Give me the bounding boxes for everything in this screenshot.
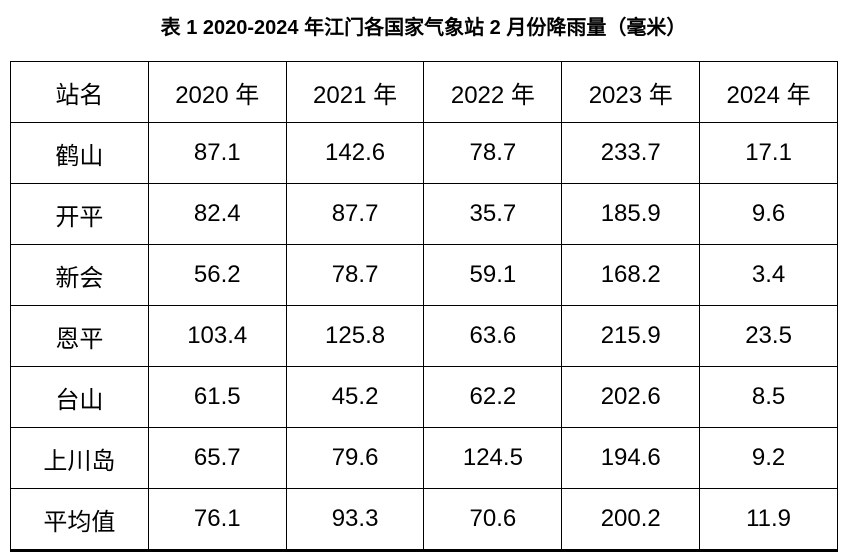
col-header-2022: 2022 年: [423, 61, 563, 123]
table-row-xinhui: 新会 56.2 78.7 59.1 168.2 3.4: [10, 244, 838, 306]
value-cell: 168.2: [561, 244, 701, 306]
table-row-shangchuandao: 上川岛 65.7 79.6 124.5 194.6 9.2: [10, 427, 838, 489]
value-cell: 45.2: [285, 366, 425, 428]
value-cell: 78.7: [423, 122, 563, 184]
value-cell: 70.6: [423, 488, 563, 552]
table-row-average: 平均值 76.1 93.3 70.6 200.2 11.9: [10, 488, 838, 552]
value-cell: 142.6: [285, 122, 425, 184]
value-cell: 35.7: [423, 183, 563, 245]
value-cell: 103.4: [147, 305, 287, 367]
value-cell: 215.9: [561, 305, 701, 367]
table-row-enping: 恩平 103.4 125.8 63.6 215.9 23.5: [10, 305, 838, 367]
col-header-2024: 2024 年: [699, 61, 838, 123]
value-cell: 194.6: [561, 427, 701, 489]
table-row-heshan: 鹤山 87.1 142.6 78.7 233.7 17.1: [10, 122, 838, 184]
station-name-cell: 平均值: [10, 488, 149, 552]
value-cell: 200.2: [561, 488, 701, 552]
col-header-station: 站名: [10, 61, 149, 123]
table-title: 表 1 2020-2024 年江门各国家气象站 2 月份降雨量（毫米）: [160, 17, 687, 39]
value-cell: 65.7: [147, 427, 287, 489]
value-cell: 125.8: [285, 305, 425, 367]
table-row-kaiping: 开平 82.4 87.7 35.7 185.9 9.6: [10, 183, 838, 245]
station-name-cell: 台山: [10, 366, 149, 428]
col-header-2023: 2023 年: [561, 61, 701, 123]
value-cell: 61.5: [147, 366, 287, 428]
value-cell: 56.2: [147, 244, 287, 306]
table-row-taishan: 台山 61.5 45.2 62.2 202.6 8.5: [10, 366, 838, 428]
value-cell: 23.5: [699, 305, 838, 367]
value-cell: 63.6: [423, 305, 563, 367]
value-cell: 78.7: [285, 244, 425, 306]
value-cell: 124.5: [423, 427, 563, 489]
table-header-row: 站名 2020 年 2021 年 2022 年 2023 年 2024 年: [10, 61, 838, 123]
col-header-2021: 2021 年: [285, 61, 425, 123]
station-name-cell: 开平: [10, 183, 149, 245]
value-cell: 9.2: [699, 427, 838, 489]
value-cell: 11.9: [699, 488, 838, 552]
rainfall-table: 站名 2020 年 2021 年 2022 年 2023 年 2024 年 鹤山…: [10, 61, 838, 552]
value-cell: 3.4: [699, 244, 838, 306]
value-cell: 93.3: [285, 488, 425, 552]
station-name-cell: 上川岛: [10, 427, 149, 489]
value-cell: 87.1: [147, 122, 287, 184]
value-cell: 79.6: [285, 427, 425, 489]
value-cell: 233.7: [561, 122, 701, 184]
value-cell: 185.9: [561, 183, 701, 245]
value-cell: 62.2: [423, 366, 563, 428]
value-cell: 59.1: [423, 244, 563, 306]
value-cell: 87.7: [285, 183, 425, 245]
col-header-2020: 2020 年: [147, 61, 287, 123]
value-cell: 17.1: [699, 122, 838, 184]
value-cell: 9.6: [699, 183, 838, 245]
station-name-cell: 恩平: [10, 305, 149, 367]
station-name-cell: 新会: [10, 244, 149, 306]
value-cell: 202.6: [561, 366, 701, 428]
value-cell: 76.1: [147, 488, 287, 552]
value-cell: 8.5: [699, 366, 838, 428]
station-name-cell: 鹤山: [10, 122, 149, 184]
value-cell: 82.4: [147, 183, 287, 245]
